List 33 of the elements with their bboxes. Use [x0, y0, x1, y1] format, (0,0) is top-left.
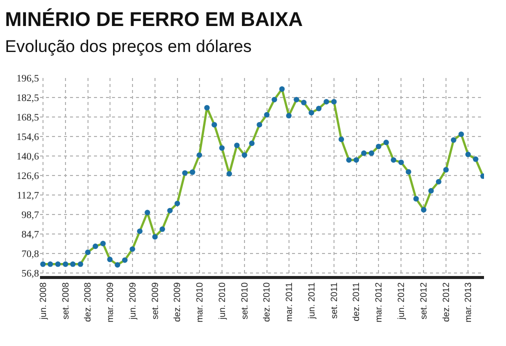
y-tick-label: 182,5 [16, 93, 39, 104]
y-tick-label: 140,6 [16, 151, 39, 162]
y-tick-label: 126,6 [16, 170, 39, 182]
x-tick-label: dez. 2008 [82, 282, 93, 322]
x-tick-label: mar. 2011 [284, 282, 294, 322]
x-tick-label: set. 2010 [239, 282, 250, 320]
y-tick-label: 196,5 [16, 74, 39, 84]
y-tick-label: 168,5 [16, 112, 39, 124]
x-tick-label: mar. 2013 [462, 282, 473, 322]
y-tick-label: 154,6 [16, 132, 39, 143]
x-tick-label: mar. 2012 [374, 282, 384, 322]
x-tick-label: jun. 2008 [38, 282, 48, 320]
y-tick-label: 98,7 [22, 210, 39, 221]
y-tick-label: 56,8 [22, 268, 39, 280]
y-tick-label: 84,7 [22, 229, 39, 240]
x-tick-label: set. 2011 [328, 282, 339, 319]
y-tick-label: 112,7 [16, 190, 39, 202]
x-tick-label: mar. 2010 [194, 282, 204, 322]
x-tick-label: jun. 2010 [216, 282, 227, 320]
x-tick-label: set. 2009 [150, 282, 160, 320]
x-tick-label: mar. 2009 [104, 282, 115, 322]
x-tick-label: set. 2008 [60, 282, 70, 320]
x-tick-label: jun. 2012 [396, 282, 406, 320]
y-tick-label: 70,8 [22, 248, 39, 260]
x-tick-label: dez. 2011 [351, 282, 362, 322]
x-tick-label: dez. 2010 [262, 282, 272, 322]
x-tick-label: jun. 2009 [127, 282, 138, 320]
x-tick-label: set. 2012 [418, 282, 429, 320]
chart-title: MINÉRIO DE FERRO EM BAIXA [5, 8, 303, 31]
x-tick-label: dez. 2009 [172, 282, 182, 322]
x-tick-label: dez. 2012 [440, 282, 451, 322]
x-tick-label: jun. 2011 [306, 282, 316, 320]
chart-subtitle: Evolução dos preços em dólares [5, 36, 252, 56]
